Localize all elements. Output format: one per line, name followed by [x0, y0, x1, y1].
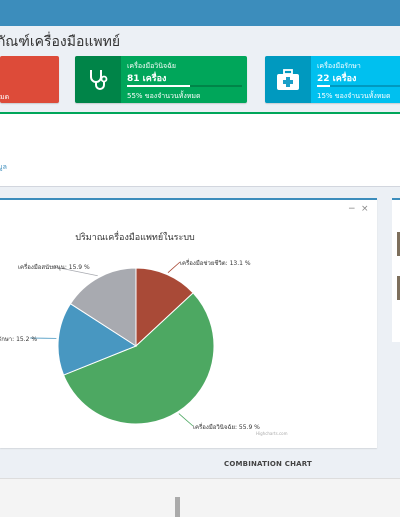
info-box-red-footer: มด [0, 92, 9, 103]
info-box-treatment-progress [317, 85, 400, 87]
more-info-link[interactable]: มูล [0, 162, 7, 173]
top-navbar [0, 0, 400, 26]
combination-chart-title: COMBINATION CHART [224, 460, 312, 468]
info-box-treatment-count: 22 เครื่อง [317, 71, 356, 85]
info-box-diagnostic-footer: 55% ของจำนวนทั้งหมด [127, 91, 201, 102]
info-box-diagnostic-progress [127, 85, 242, 87]
stethoscope-icon [75, 56, 121, 103]
side-panel [392, 198, 400, 342]
slice-label-support: เครื่องมือสนับสนุน: 15.9 % [18, 262, 90, 272]
info-box-treatment[interactable]: เครื่องมือรักษา 22 เครื่อง 15% ของจำนวนท… [265, 56, 400, 103]
chart-credits: Highcharts.com [256, 431, 288, 436]
combination-chart-panel [0, 478, 400, 517]
info-box-red[interactable]: มด [0, 56, 59, 103]
page-title: ภัณฑ์เครื่องมือแพทย์ [0, 31, 120, 53]
info-box-diagnostic[interactable]: เครื่องมือวินิจฉัย 81 เครื่อง 55% ของจำน… [75, 56, 247, 103]
pie-chart [0, 200, 377, 448]
info-box-treatment-footer: 15% ของจำนวนทั้งหมด [317, 91, 391, 102]
slice-label-diagnostic: เครื่องมือวินิจฉัย: 55.9 % [193, 422, 260, 432]
slice-label-treatment: รักษา: 15.2 % [0, 334, 37, 344]
chart-bar-mark [175, 497, 180, 517]
leader-line-0 [168, 262, 180, 273]
pie-chart-box: − × ปริมาณเครื่องมือแพทย์ในระบบ เครื่องม… [0, 198, 377, 448]
slice-label-life-support: เครื่องมือช่วยชีวิต: 13.1 % [180, 258, 251, 268]
content-panel [0, 114, 400, 187]
info-box-diagnostic-count: 81 เครื่อง [127, 71, 166, 85]
first-aid-kit-icon [265, 56, 311, 103]
leader-line-1 [179, 414, 193, 426]
